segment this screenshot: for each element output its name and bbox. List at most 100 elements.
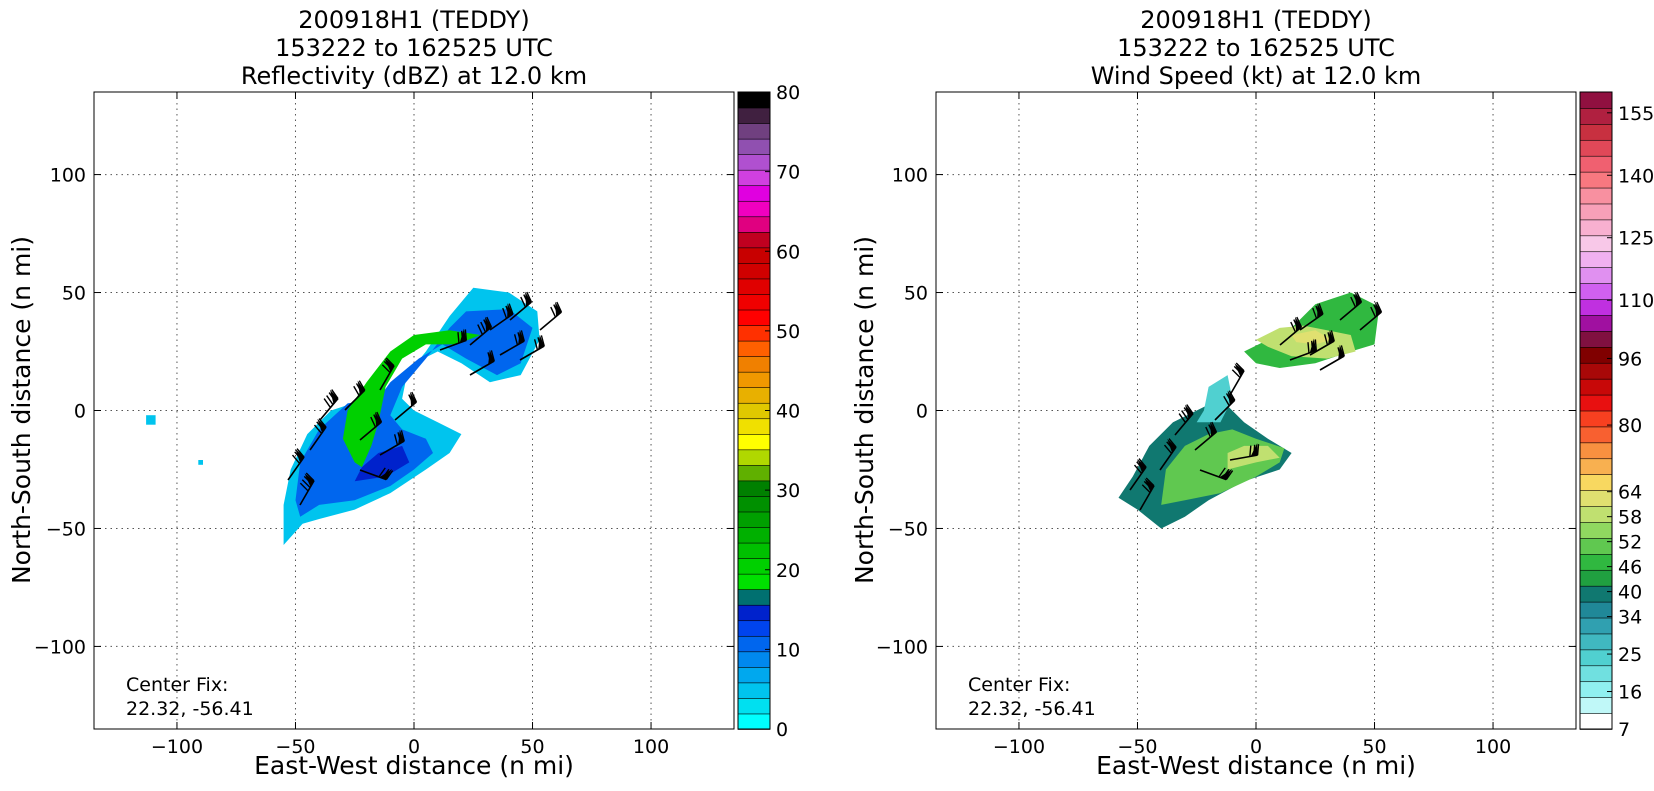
wind-barb-feather [370, 416, 377, 428]
colorbar-swatch [1579, 378, 1613, 396]
colorbar-swatch [1579, 633, 1613, 651]
colorbar-swatch [1579, 505, 1613, 523]
plot-area: −100 −50 0 50 100 −100 −50 0 50 100 [876, 91, 1577, 758]
wind-barb-feather [1145, 477, 1155, 487]
colorbar-swatch [1579, 426, 1613, 444]
wind-barb-pennant [1144, 478, 1154, 492]
colorbar-swatch [737, 371, 771, 388]
wind-barb-feather [299, 482, 309, 492]
wind-barb-pennant [1137, 458, 1147, 473]
colorbar-tick-label: 20 [776, 560, 800, 582]
colorbar-swatch [1579, 139, 1613, 157]
colorbar: 0 10 20 30 40 50 60 70 80 [737, 82, 800, 741]
wind-barb-shaft [519, 345, 545, 361]
colorbar-swatch [1579, 362, 1613, 380]
wind-barb-pennant [485, 316, 492, 332]
wind-barb-feather [326, 395, 334, 405]
colorbar-swatch [737, 355, 771, 373]
wind-barb-feather [400, 430, 405, 442]
wind-barb-pennant [1338, 344, 1345, 360]
wind-barbs [1129, 291, 1383, 511]
colorbar-swatch [737, 231, 771, 249]
colorbar-swatch [1579, 473, 1613, 491]
wind-barb-pennant [507, 303, 513, 318]
colorbar-swatch [1579, 442, 1613, 460]
field-region [342, 330, 481, 468]
colorbar-tick-label: 40 [1618, 582, 1642, 604]
wind-barb-pennant [329, 389, 338, 404]
colorbar-swatch [737, 138, 771, 155]
colorbar-tick-label: 64 [1618, 482, 1642, 504]
colorbar-swatch [737, 464, 771, 482]
colorbar-swatch [737, 495, 771, 513]
y-tick-label: −50 [46, 518, 86, 540]
wind-barb-feather [502, 307, 508, 319]
wind-barb-pennant [375, 411, 382, 427]
y-tick-label: 0 [74, 401, 86, 423]
wind-barb-pennant [1295, 316, 1302, 332]
wind-barb-feather [323, 398, 332, 408]
wind-barb-feather [313, 424, 323, 434]
wind-barb-pennant [1184, 404, 1193, 419]
wind-barb-feather [464, 329, 468, 341]
wind-barb-feather [301, 479, 311, 489]
colorbar-swatch [1579, 203, 1613, 221]
wind-barb-pennant [304, 473, 314, 487]
wind-barb-feather [376, 411, 383, 423]
colorbar-swatch [737, 417, 771, 435]
field-region [295, 309, 533, 517]
colorbar-swatch [737, 449, 771, 466]
wind-barb-pennant [357, 380, 365, 396]
panel-title-line-3: Reflectivity (dBZ) at 12.0 km [241, 62, 587, 90]
colorbar-swatch [737, 651, 771, 668]
y-ticks: −100 −50 0 50 100 [34, 165, 734, 658]
colorbar-swatch [737, 713, 771, 730]
colorbar-swatch [1579, 521, 1613, 539]
colorbar-swatch [737, 107, 771, 124]
y-tick-label: 50 [62, 283, 86, 305]
wind-barb-feather [305, 472, 315, 482]
colorbar-swatch [737, 340, 771, 357]
wind-barb-shaft [1159, 446, 1177, 471]
x-tick-label: −100 [151, 736, 203, 758]
wind-barb-pennant [1250, 443, 1258, 457]
colorbar-tick-label: 50 [776, 321, 800, 343]
wind-barb-shaft [469, 360, 495, 376]
wind-barb-shaft [1214, 399, 1236, 421]
panel-wind-speed: 200918H1 (TEDDY) 153222 to 162525 UTC Wi… [850, 6, 1654, 780]
colorbar-swatch [737, 588, 771, 606]
wind-barb-pennant [1234, 363, 1244, 377]
colorbar-swatch [737, 526, 771, 544]
colorbar-swatch [737, 511, 771, 528]
panel-title-line-2: 153222 to 162525 UTC [1117, 34, 1395, 62]
wind-barb-feather [1168, 438, 1177, 448]
wind-barb-pennant [1227, 390, 1235, 406]
wind-barb-feather [1228, 390, 1236, 401]
center-fix-label: Center Fix: [126, 674, 228, 696]
wind-barb-shaft [309, 426, 327, 451]
wind-barb-feather [540, 335, 545, 347]
field-region [1227, 445, 1280, 470]
colorbar-swatch [737, 122, 771, 140]
colorbar-swatch [1579, 489, 1613, 507]
wind-barb-shaft [1129, 466, 1147, 491]
colorbar-swatch [1579, 282, 1613, 300]
wind-barb-shaft [379, 440, 405, 456]
wind-barb-feather [508, 303, 514, 315]
grid-lines [936, 92, 1576, 729]
wind-barb-feather [480, 321, 487, 333]
colorbar-swatch [737, 200, 771, 218]
wind-barb-feather [1312, 307, 1318, 319]
wind-barb-feather [490, 350, 495, 362]
colorbar-swatch [1579, 330, 1613, 348]
colorbar-swatch [1579, 617, 1613, 635]
colorbar-swatch [1579, 410, 1613, 428]
wind-barb-feather [1223, 395, 1230, 407]
colorbar-swatch [737, 386, 771, 404]
colorbar-tick-label: 46 [1618, 557, 1642, 579]
colorbar-swatch [737, 262, 771, 280]
wind-barb-feather [411, 391, 418, 403]
colorbar-tick-label: 155 [1618, 103, 1654, 125]
colorbar-tick-label: 80 [776, 82, 800, 104]
wind-barb-feather [1340, 345, 1345, 357]
